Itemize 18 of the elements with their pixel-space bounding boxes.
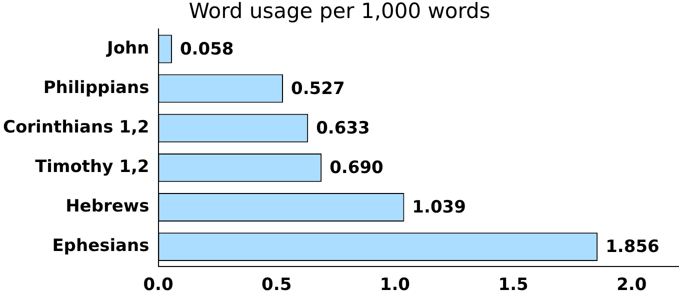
x-tick-label: 2.0 bbox=[616, 275, 647, 296]
x-tick-label: 1.5 bbox=[498, 275, 528, 296]
y-tick-label: Timothy 1,2 bbox=[35, 157, 150, 178]
x-tick-label: 1.0 bbox=[380, 275, 410, 296]
x-tick-label: 0.0 bbox=[143, 275, 174, 296]
y-tick-label: Corinthians 1,2 bbox=[2, 118, 150, 138]
data-label: 1.856 bbox=[606, 237, 660, 258]
data-label: 1.039 bbox=[412, 198, 466, 218]
data-label: 0.633 bbox=[316, 118, 370, 139]
data-label: 0.058 bbox=[180, 39, 234, 60]
y-tick-label: Ephesians bbox=[52, 236, 150, 256]
chart-title: Word usage per 1,000 words bbox=[188, 0, 490, 24]
x-tick-label: 0.5 bbox=[262, 275, 292, 296]
y-tick-label: Philippians bbox=[43, 78, 150, 98]
y-tick-label: John bbox=[106, 38, 150, 58]
y-tick-label: Hebrews bbox=[66, 196, 150, 217]
data-label: 0.527 bbox=[290, 78, 345, 99]
data-label: 0.690 bbox=[330, 158, 384, 178]
